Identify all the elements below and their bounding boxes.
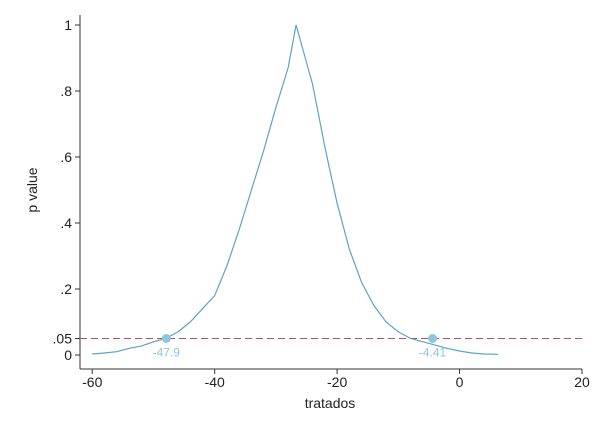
x-tick-label: 0 [456, 374, 464, 390]
y-tick-label: 0 [64, 347, 72, 363]
y-axis-title: p value [24, 167, 40, 212]
y-tick-label: .8 [60, 83, 72, 99]
marker-point [161, 334, 171, 343]
y-tick-label: .6 [60, 149, 72, 165]
y-tick-label: .2 [60, 281, 72, 297]
marker-label: -4.41 [419, 346, 447, 360]
x-tick-label: -60 [82, 374, 102, 390]
y-tick-label: .05 [53, 331, 73, 347]
marker-label: -47.9 [153, 346, 181, 360]
x-tick-label: -40 [205, 374, 225, 390]
series-line [92, 24, 499, 355]
x-tick-label: -20 [327, 374, 347, 390]
x-axis-title: tratados [305, 395, 356, 411]
y-tick-label: .4 [60, 215, 72, 231]
x-tick-label: 20 [574, 374, 590, 390]
y-tick-label: 1 [64, 17, 72, 33]
marker-point [428, 334, 438, 343]
